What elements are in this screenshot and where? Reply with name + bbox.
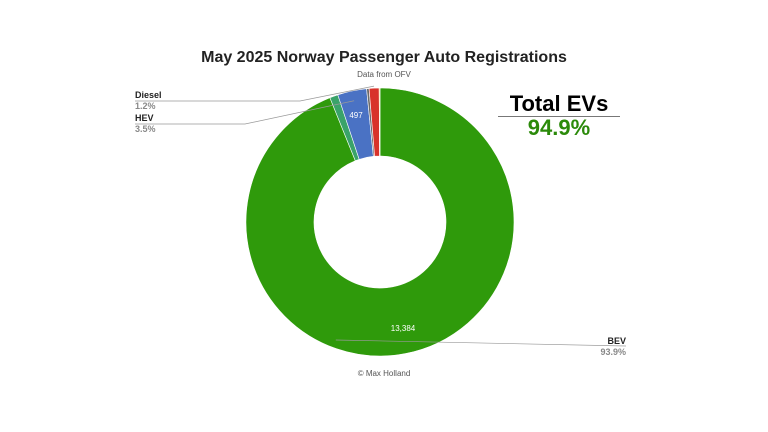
chart-title: May 2025 Norway Passenger Auto Registrat… <box>201 49 567 66</box>
legend-diesel-pct: 1.2% <box>135 101 156 111</box>
legend-bev-name: BEV <box>607 336 626 346</box>
slice-other <box>378 87 381 157</box>
leader-bev <box>335 339 627 347</box>
slice-value-hev: 497 <box>349 111 363 120</box>
donut-slices <box>245 87 515 357</box>
leader-lines <box>135 85 627 347</box>
chart-subtitle: Data from OFV <box>357 70 411 79</box>
chart-credit: © Max Holland <box>357 369 411 378</box>
slice-value-bev: 13,384 <box>391 324 416 333</box>
legend-diesel-name: Diesel <box>135 90 162 100</box>
legend-bev-pct: 93.9% <box>600 347 626 357</box>
legend-hev-pct: 3.5% <box>135 124 156 134</box>
slice-bev <box>245 87 515 357</box>
leader-hev <box>135 100 355 125</box>
total-evs-value: 94.9% <box>527 115 591 140</box>
total-evs-callout: Total EVs 94.9% <box>498 93 620 139</box>
leader-diesel <box>135 85 375 102</box>
total-evs-label: Total EVs <box>498 93 620 117</box>
legend-hev-name: HEV <box>135 113 154 123</box>
